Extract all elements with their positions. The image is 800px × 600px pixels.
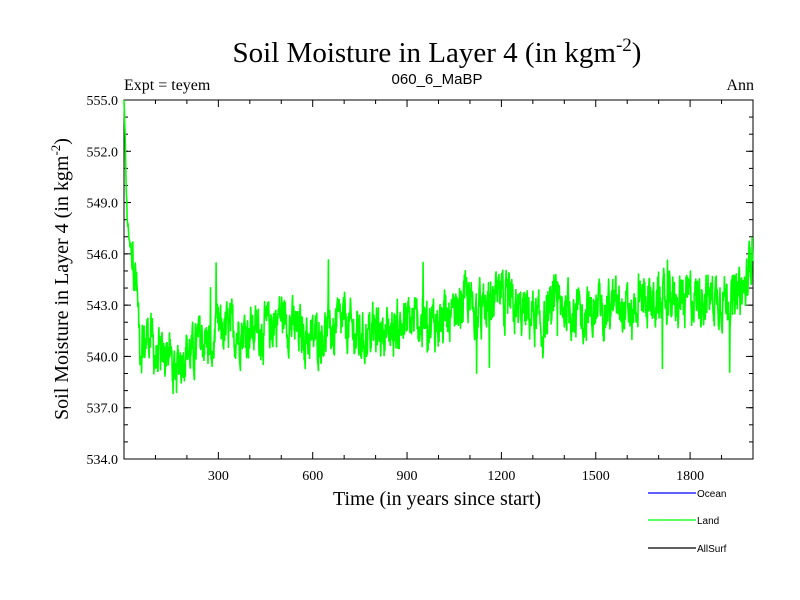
y-tick-label: 543.0: [87, 299, 119, 314]
y-tick-label: 549.0: [87, 197, 119, 212]
y-axis-ticks: 534.0 537.0 540.0 543.0 546.0 549.0 552.0 555.0: [87, 94, 753, 468]
x-tick-label: 600: [302, 469, 323, 484]
period-label: 060_6_MaBP: [392, 71, 483, 88]
y-tick-label: 552.0: [87, 145, 119, 160]
x-tick-label: 300: [208, 469, 229, 484]
x-tick-label: 1800: [676, 469, 704, 484]
x-tick-label: 1200: [487, 469, 515, 484]
y-axis-label: Soil Moisture in Layer 4 (in kgm-2): [48, 138, 73, 420]
y-tick-label: 534.0: [87, 453, 119, 468]
legend-label-allsurf: AllSurf: [697, 544, 727, 555]
legend-label-land: Land: [697, 516, 719, 527]
legend-label-ocean: Ocean: [697, 489, 726, 500]
y-tick-label: 537.0: [87, 402, 119, 417]
y-tick-label: 540.0: [87, 350, 119, 365]
experiment-label: Expt = teyem: [124, 77, 211, 94]
y-tick-label: 555.0: [87, 94, 119, 109]
season-label: Ann: [726, 77, 754, 94]
y-tick-label: 546.0: [87, 248, 119, 263]
x-axis-label: Time (in years since start): [333, 488, 541, 510]
chart-title: Soil Moisture in Layer 4 (in kgm-2): [233, 35, 642, 69]
series-layer: [123, 99, 754, 395]
x-tick-label: 900: [397, 469, 418, 484]
series-line-land: [123, 99, 754, 395]
x-axis-ticks: 300 600 900 1200 1500 1800: [154, 100, 723, 484]
x-tick-label: 1500: [582, 469, 610, 484]
legend: Ocean Land AllSurf: [648, 489, 727, 555]
